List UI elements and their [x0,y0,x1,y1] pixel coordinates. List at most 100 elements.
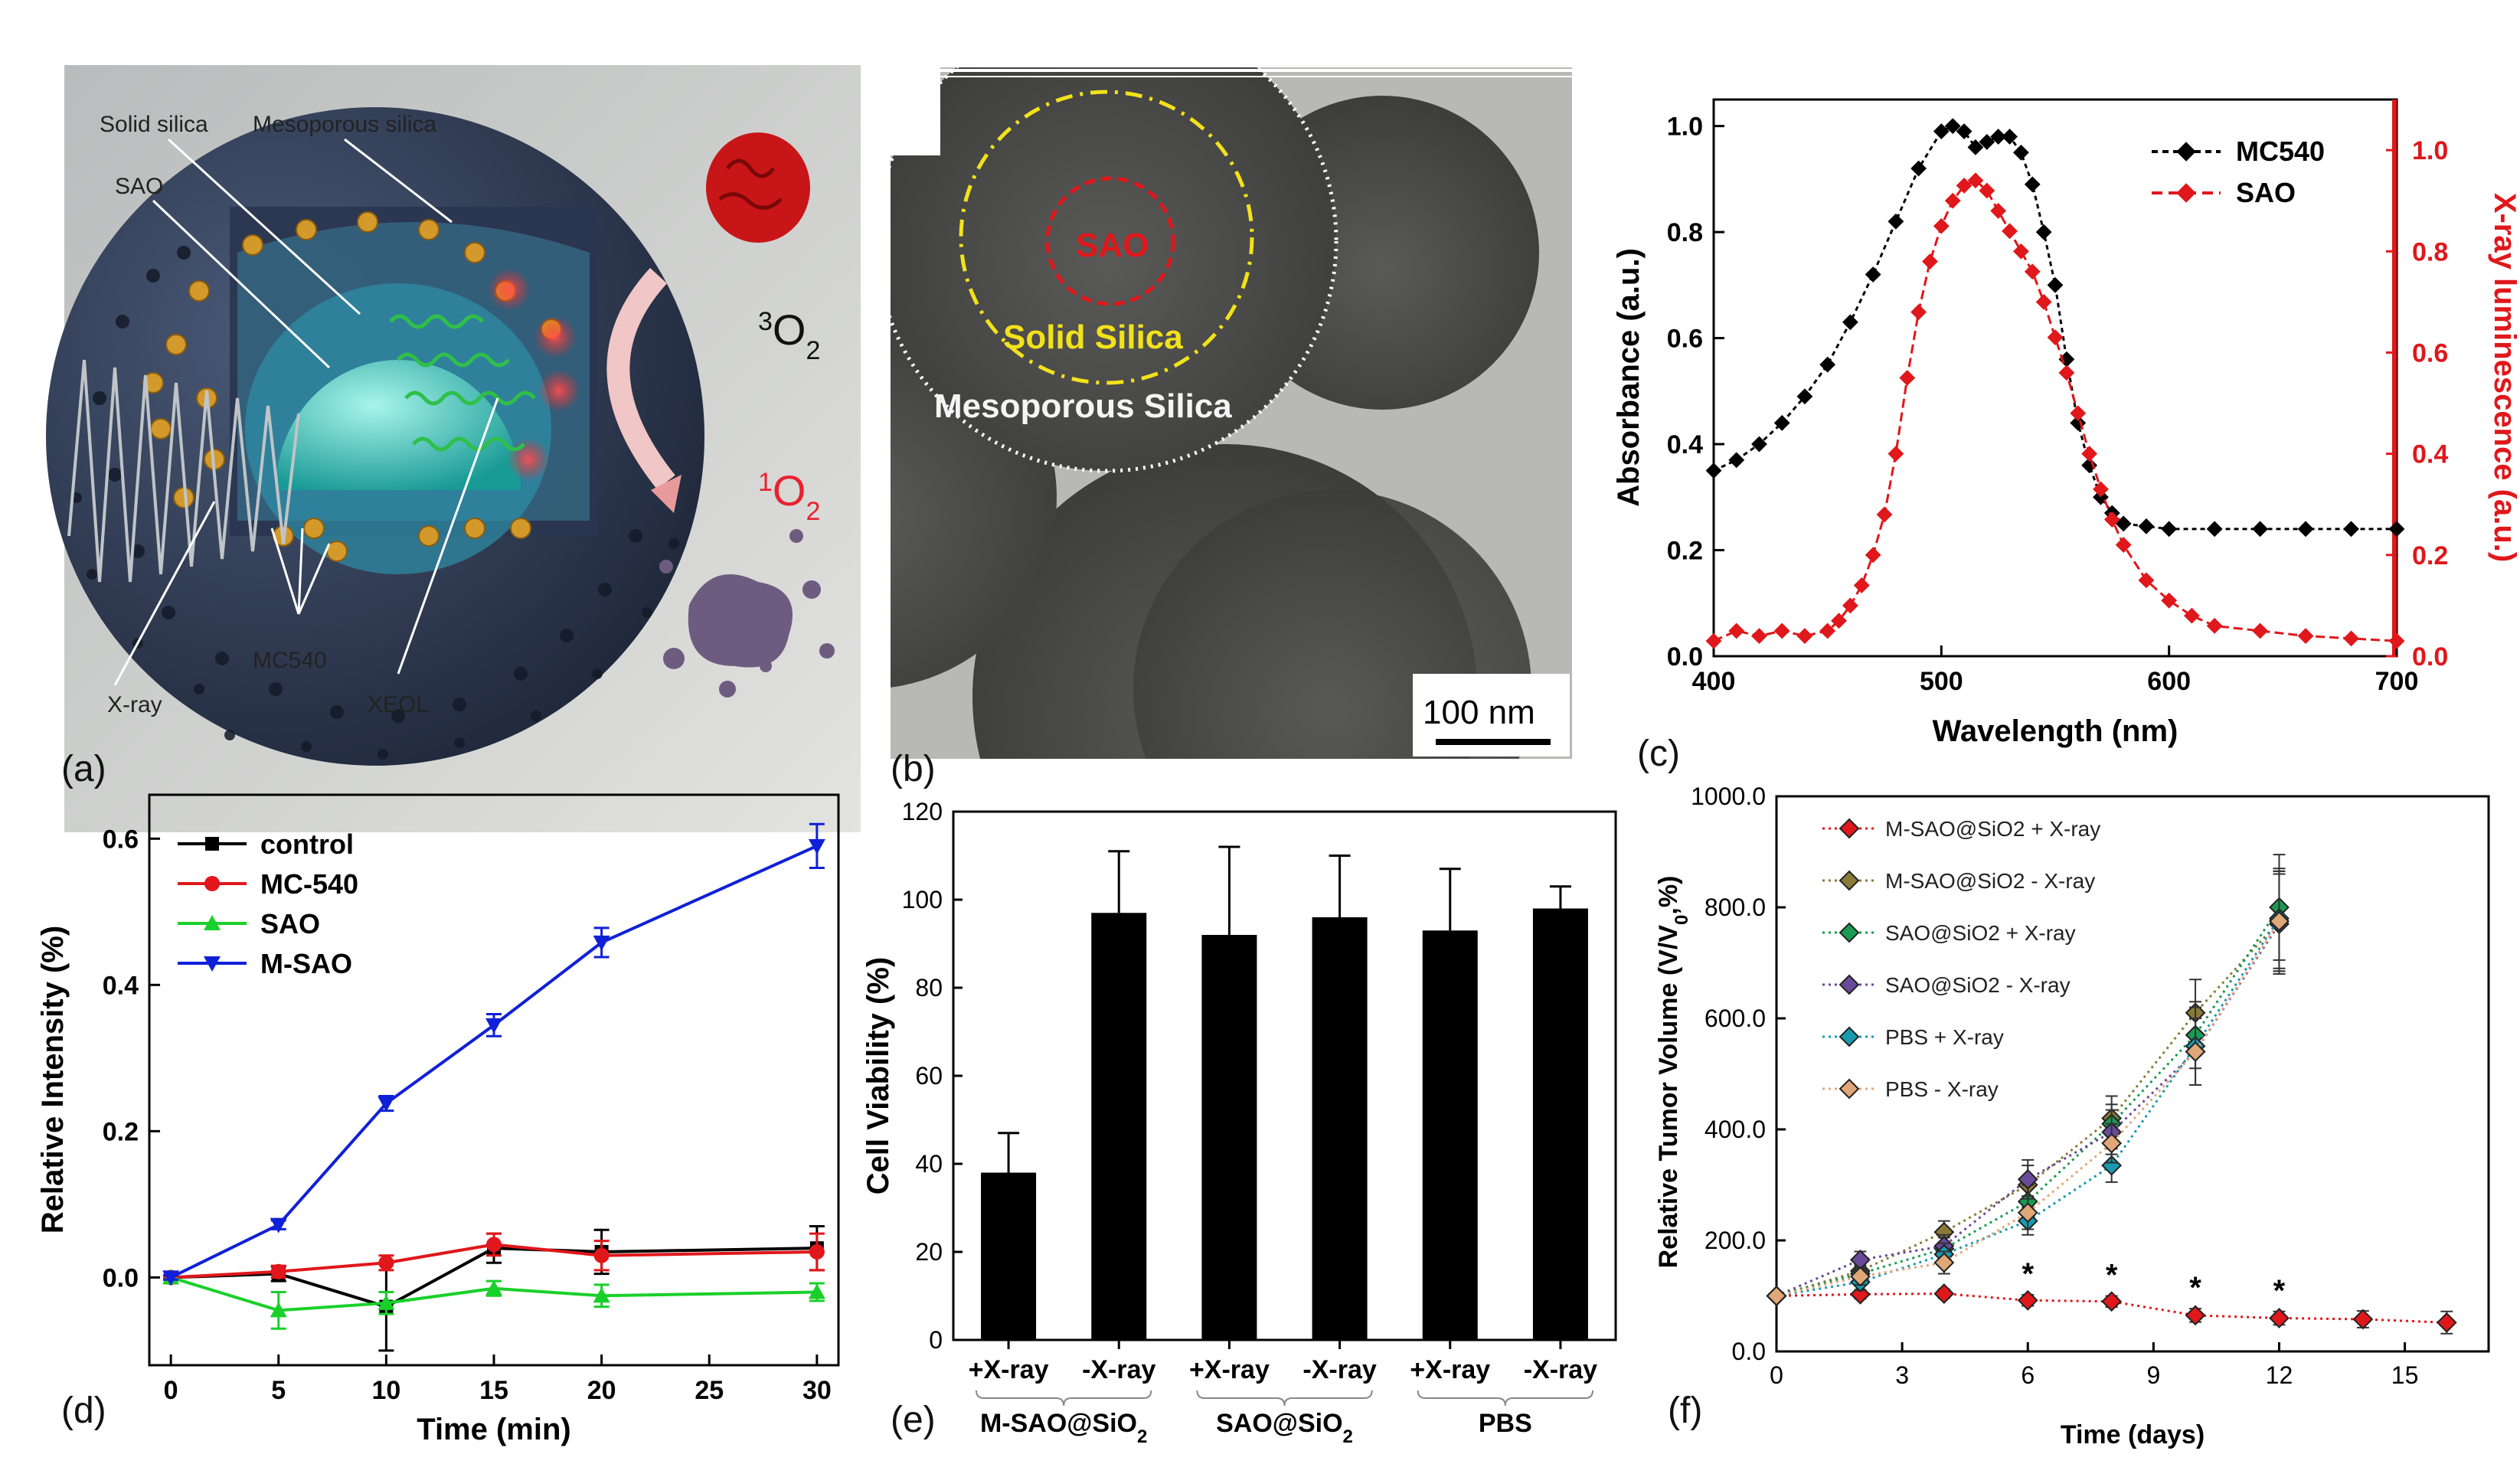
chart-c-point [1933,217,1950,234]
chart-e-ytick-label: 120 [902,798,943,825]
chart-c-point [1979,133,1995,150]
chart-d-ytick-label: 0.4 [103,971,139,1000]
chart-f-frame [1775,795,2490,1353]
shell-pores-icon [71,246,679,760]
chart-f-point [1849,1266,1871,1287]
chart-f-point [2269,910,2290,932]
chart-f: 0 3 6 9 12 15 0.0 200.0 400.0 600.0 800.0 1000.0 * * *… [1654,783,2490,1449]
chart-f-legend-label: M-SAO@SiO2 + X-ray [1885,817,2100,841]
chart-e: 0 20 40 60 80 100 120 +X-ray -X-ray +X-ray -X-ray +… [861,798,1617,1447]
chart-c-point [2035,224,2052,240]
chart-e-category-label: +X-ray [1189,1355,1270,1384]
chart-d-point [593,1287,610,1303]
singlet-oxygen-label: 1O2 [758,466,820,526]
chart-c-point [1751,628,1767,644]
chart-d-xtick-label: 25 [695,1376,724,1405]
chart-e-bar [981,1172,1037,1340]
chart-d-series-line [171,1247,817,1309]
chart-f-ytick-label: 0.0 [1732,1338,1766,1365]
chart-c-point [2012,144,2029,161]
chart-d-point [270,1217,287,1234]
chart-c-point [1796,388,1813,405]
chart-e-bar [1532,908,1588,1340]
chart-d-point [270,1302,287,1318]
chart-c-point [1773,414,1790,431]
tem-mesoporous-silica-label: Mesoporous Silica [934,387,1232,425]
chart-f-point [1933,1283,1955,1305]
tem-sao-label: SAO [1076,227,1149,264]
chart-d-frame [148,793,840,1367]
chart-f-xtick-label: 9 [2146,1361,2160,1389]
panel-e-label: (e) [891,1400,936,1440]
chart-f-legend: M-SAO@SiO2 + X-ray M-SAO@SiO2 - X-ray SAO@… [1822,817,2100,1101]
chart-c-point [1967,172,1984,189]
chart-c-ytick-label: 0.8 [1667,218,1703,247]
chart-d-legend-label: M-SAO [260,948,352,979]
chart-c-point [2103,511,2120,528]
chart-d-point [485,1018,502,1034]
panel-b [891,67,1572,759]
chart-c-point [2093,481,2109,498]
chart-c-point [1990,129,2007,145]
chart-c-point [1819,622,1836,639]
chart-f-xtick-label: 6 [2021,1361,2035,1389]
chart-c-point [1956,177,1973,194]
chart-e-ytick-label: 20 [915,1238,943,1266]
chart-f-legend-marker [1839,1078,1860,1100]
chart-e-group-brace [1417,1390,1593,1407]
chart-e-ytick-label: 80 [915,974,943,1002]
panel-a-label: (a) [61,749,106,789]
chart-c-point [2252,622,2269,639]
chart-d-xtick-label: 5 [271,1376,286,1405]
chart-f-significance-marker: * [2273,1274,2286,1308]
tem-solid-silica-label: Solid Silica [1003,319,1183,356]
chart-c-y2tick-label: 0.0 [2412,642,2448,672]
chart-d-ytick-label: 0.6 [103,825,139,854]
chart-f-ytick-label: 600.0 [1705,1005,1766,1032]
chart-e-ytick-label: 100 [902,886,943,913]
chart-c-point [2047,276,2064,293]
mesoporous-silica-outline [891,67,1338,473]
chart-e-bar [1201,935,1257,1340]
chart-c-point [1990,202,2007,219]
chart-d-ylabel: Relative Intensity (%) [36,926,70,1234]
chart-c-point [2343,521,2359,538]
chart-c-point [1933,123,1950,139]
chart-c-point [1705,462,1722,479]
chart-d-point [485,1279,502,1296]
chart-e-ytick-label: 0 [929,1326,943,1354]
chart-c-series-line [1713,124,2397,531]
legend-mc540-label: MC540 [2236,136,2325,167]
chart-c-point [2388,632,2405,649]
chart-e-bar [1422,930,1478,1340]
chart-f-point [2101,1132,2123,1154]
chart-c-point [1751,436,1767,453]
chart-c-point [2206,521,2223,538]
chart-c-point [2024,263,2041,280]
panel-a: 3O2 1O2 Solid silica Mesoporous silica S… [46,65,861,832]
chart-f-xtick-label: 15 [2391,1361,2419,1389]
chart-e-category-label: +X-ray [1410,1355,1490,1384]
chart-f-legend-label: M-SAO@SiO2 - X-ray [1885,869,2095,893]
cycle-arrowhead-icon [651,475,681,513]
chart-f-ytick-label: 1000.0 [1691,783,1766,810]
chart-f-ytick-label: 200.0 [1705,1227,1766,1254]
chart-f-point [2436,1312,2457,1333]
chart-e-frame [952,810,1617,1341]
chart-e-ylabel: Cell Viability (%) [861,957,895,1194]
chart-c-point [1910,304,1927,320]
chart-c-point [2081,446,2098,462]
chart-e-group-brace [976,1390,1152,1407]
chart-c-series-line [1713,178,2397,642]
chart-c-y2tick-label: 1.0 [2412,136,2448,165]
chart-c-point [2183,607,2200,624]
chart-f-significance-marker: * [2189,1271,2201,1305]
chart-c-point [2058,364,2075,381]
chart-c-point [2035,293,2052,310]
chart-c-point [1819,356,1836,373]
panel-c-label: (c) [1637,734,1680,774]
chart-f-xtick-label: 3 [1895,1361,1909,1389]
chart-e-group-brace [1196,1390,1373,1407]
chart-f-point [2352,1309,2374,1330]
chart-d-xtick-label: 30 [802,1376,832,1405]
